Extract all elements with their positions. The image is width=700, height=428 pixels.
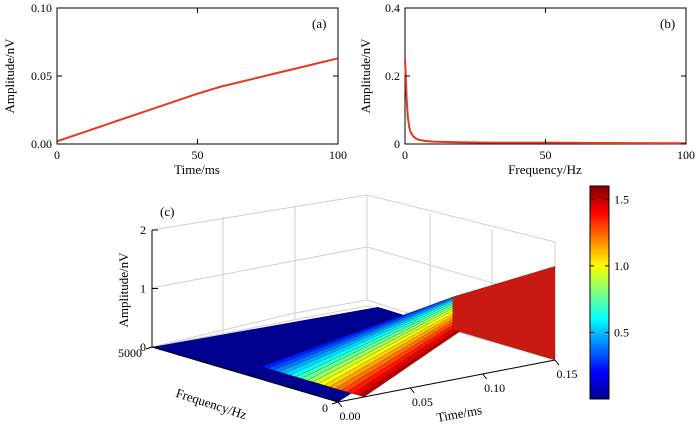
colorbar-gradient xyxy=(589,185,610,400)
panel-c-frequency-tick-label: 0 xyxy=(322,401,328,415)
panel-c-time-tick-label: 0.00 xyxy=(340,409,361,423)
panel-a-xtick-label: 50 xyxy=(192,148,204,162)
panel-b-ytick-label: 0 xyxy=(394,137,400,151)
panel-a-xlabel: Time/ms xyxy=(174,162,220,177)
panel-b-xtick-label: 100 xyxy=(677,148,695,162)
panel-a-time-chart: 0 50 100 0.00 0.05 0.10 (a) Time/ms Amplitud… xyxy=(2,1,347,177)
panel-b-label: (b) xyxy=(660,16,675,31)
colorbar-tick-label: 1.0 xyxy=(614,259,629,273)
panel-c-frequency-tick-mark xyxy=(145,346,153,350)
panel-c-surface-end-cap xyxy=(452,266,556,361)
panel-a-ytick-label: 0.10 xyxy=(31,1,52,15)
panel-a-ylabel: Amplitude/nV xyxy=(2,38,17,114)
panel-b-ytick-label: 0.4 xyxy=(385,1,400,15)
panel-c-frequency-axis xyxy=(151,346,339,403)
panel-c-ztick-label: 0 xyxy=(140,340,146,354)
panel-c-ztick-label: 2 xyxy=(140,223,146,237)
panel-c-zlabel: Amplitude/nV xyxy=(116,252,131,328)
colorbar-tick-label: 0.5 xyxy=(614,325,629,339)
panel-b-ylabel: Amplitude/nV xyxy=(358,38,373,114)
panel-c-frequency-tick-mark xyxy=(331,401,339,405)
panel-c-frequency-label: Frequency/Hz xyxy=(174,385,249,422)
panel-a-ytick-label: 0.00 xyxy=(31,137,52,151)
panel-c-time-axis xyxy=(337,359,556,403)
panel-c-time-tick-label: 0.15 xyxy=(557,367,578,381)
colorbar: 0.5 1.0 1.5 xyxy=(589,185,629,400)
panel-a-xtick-label: 100 xyxy=(329,148,347,162)
panel-c-surface-sheet xyxy=(260,266,556,398)
panel-a-xtick-label: 0 xyxy=(54,148,60,162)
panel-c-time-tick-label: 0.05 xyxy=(412,395,433,409)
panel-a-axes-frame xyxy=(56,7,339,145)
panel-c-time-tick-label: 0.10 xyxy=(484,381,505,395)
panel-c-time-tick-mark xyxy=(409,387,415,394)
panel-c-time-tick-mark xyxy=(482,373,488,380)
panel-b-frequency-chart: 0 50 100 0 0.2 0.4 (b) Frequency/Hz Amplitud… xyxy=(358,1,695,177)
panel-c-time-tick-mark xyxy=(554,359,560,366)
panel-c-time-tick-mark xyxy=(337,401,343,408)
panel-a-ytick-label: 0.05 xyxy=(31,69,52,83)
panel-b-xlabel: Frequency/Hz xyxy=(508,162,582,177)
panel-c-time-label: Time/ms xyxy=(435,402,483,425)
panel-b-axes-frame xyxy=(404,7,687,145)
colorbar-tick-label: 1.5 xyxy=(614,192,629,206)
panel-b-xtick-label: 0 xyxy=(402,148,408,162)
panel-b-xtick-label: 50 xyxy=(540,148,552,162)
panel-a-series-line xyxy=(56,57,339,143)
panel-b-series-line xyxy=(404,58,687,145)
panel-b-ytick-label: 0.2 xyxy=(385,69,400,83)
panel-c-ztick-label: 1 xyxy=(140,282,146,296)
panel-a-label: (a) xyxy=(312,16,326,31)
panel-c-frequency-tick-label: 5000 xyxy=(118,346,142,360)
panel-c-label: (c) xyxy=(160,204,174,219)
